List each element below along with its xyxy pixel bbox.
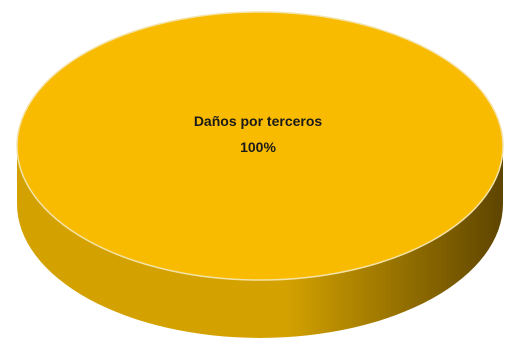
pie-slice-side <box>17 146 503 338</box>
slice-label-percent: 100% <box>240 139 276 155</box>
pie-slice-0 <box>16 11 504 281</box>
slice-label-name: Daños por terceros <box>194 113 323 129</box>
